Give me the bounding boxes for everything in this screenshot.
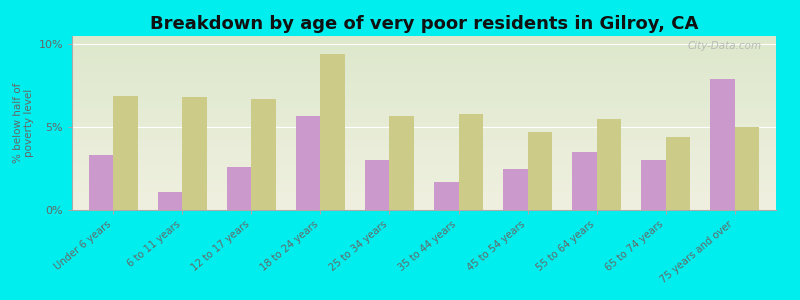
Bar [434, 182, 458, 210]
Text: City-Data.com: City-Data.com [688, 41, 762, 51]
Bar [158, 192, 182, 210]
Bar [597, 119, 621, 210]
Bar [572, 152, 597, 210]
Y-axis label: % below half of
poverty level: % below half of poverty level [13, 83, 34, 163]
Bar [321, 54, 345, 210]
Title: Breakdown by age of very poor residents in Gilroy, CA: Breakdown by age of very poor residents … [150, 15, 698, 33]
Bar [114, 96, 138, 210]
Bar [734, 127, 758, 210]
Bar [642, 160, 666, 210]
Bar [296, 116, 321, 210]
Bar [251, 99, 276, 210]
Bar [227, 167, 251, 210]
Bar [390, 116, 414, 210]
Bar [458, 114, 482, 210]
Bar [90, 155, 114, 210]
Bar [527, 132, 552, 210]
Bar [710, 79, 734, 210]
Bar [182, 97, 206, 210]
Bar [366, 160, 390, 210]
Bar [503, 169, 527, 210]
Bar [666, 137, 690, 210]
